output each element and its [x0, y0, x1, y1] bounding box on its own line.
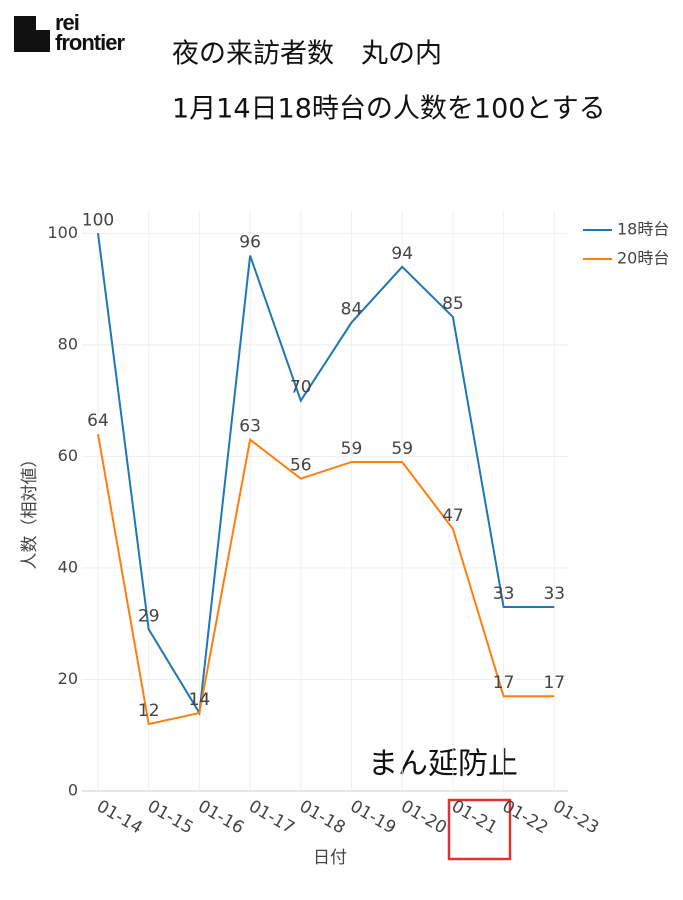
y-tick-label: 80	[58, 334, 78, 353]
data-label: 12	[138, 701, 160, 721]
x-tick-label: 01-16	[194, 796, 247, 838]
y-axis-label: 人数（相対値）	[20, 451, 40, 570]
x-tick-label: 01-19	[347, 796, 400, 838]
data-label: 47	[442, 506, 464, 526]
data-label: 94	[391, 244, 413, 264]
chart-subtitle: 1月14日18時台の人数を100とする	[172, 94, 606, 125]
data-label: 17	[493, 673, 515, 693]
highlight-box	[447, 798, 512, 861]
x-tick-label: 01-14	[93, 796, 146, 838]
y-tick-label: 0	[68, 781, 78, 800]
series-line	[97, 433, 555, 726]
data-label: 14	[189, 690, 211, 710]
data-label: 14	[189, 690, 211, 710]
data-label: 17	[543, 673, 565, 693]
data-label: 63	[239, 417, 261, 437]
data-label: 85	[442, 294, 464, 314]
x-tick-label: 01-23	[549, 796, 602, 838]
data-label: 33	[543, 584, 565, 604]
data-label: 64	[87, 411, 109, 431]
data-label: 59	[391, 439, 413, 459]
legend-label: 18時台	[617, 220, 669, 239]
data-label: 59	[341, 439, 363, 459]
y-tick-label: 60	[58, 446, 78, 465]
data-label: 96	[239, 233, 261, 253]
x-tick-label: 01-20	[397, 796, 450, 838]
series-line	[97, 233, 555, 716]
logo-text: rei	[55, 10, 79, 35]
x-tick-label: 01-17	[245, 796, 298, 838]
x-tick-label: 01-21	[448, 796, 501, 838]
data-label: 84	[341, 300, 363, 320]
data-label: 33	[493, 584, 515, 604]
logo-notch	[36, 16, 50, 30]
logo-text: frontier	[55, 30, 125, 55]
data-label: 100	[82, 210, 114, 230]
x-tick-label: 01-22	[499, 796, 552, 838]
chart-title: 夜の来訪者数 丸の内	[172, 39, 442, 70]
x-tick-label: 01-15	[144, 796, 197, 838]
x-tick-label: 01-18	[296, 796, 349, 838]
y-tick-label: 40	[58, 557, 78, 576]
annotation: まん延防止	[368, 747, 518, 782]
x-axis-label: 日付	[313, 848, 347, 868]
y-tick-label: 20	[58, 669, 78, 688]
legend-label: 20時台	[617, 249, 669, 268]
y-tick-label: 100	[47, 223, 78, 242]
data-label: 70	[290, 378, 312, 398]
data-label: 29	[138, 606, 160, 626]
data-label: 56	[290, 456, 312, 476]
